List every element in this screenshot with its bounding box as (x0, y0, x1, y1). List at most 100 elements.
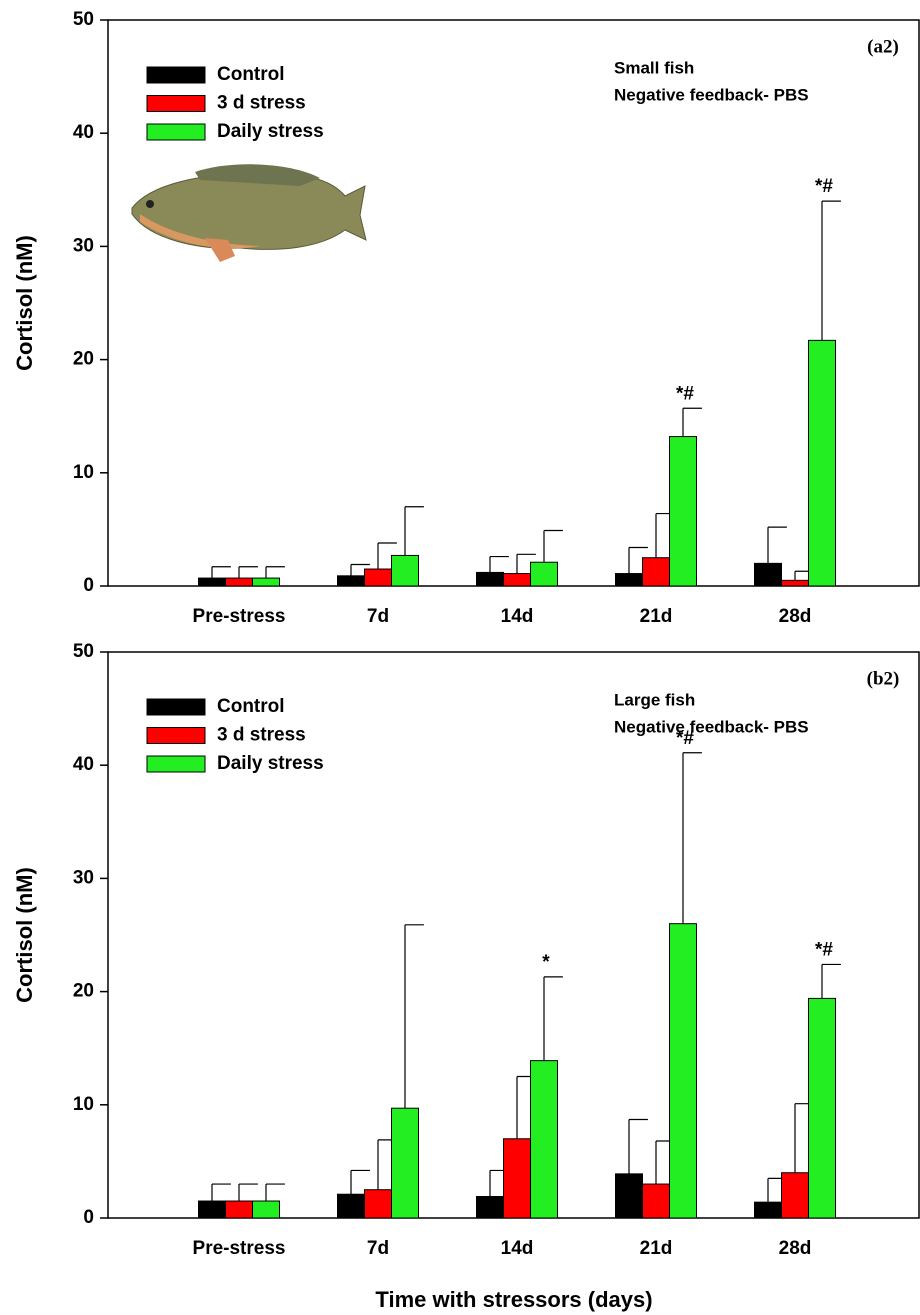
error-bar (211, 566, 231, 579)
error-bar (211, 1183, 231, 1202)
legend-label: 3 d stress (217, 725, 306, 746)
significance-label: *# (676, 728, 694, 749)
bar (364, 568, 392, 587)
y-tick-label: 50 (73, 641, 94, 662)
bar (754, 562, 782, 587)
bar (391, 554, 419, 587)
y-tick-label: 30 (73, 235, 94, 256)
bar (198, 1200, 226, 1219)
x-tick-label: 14d (501, 1238, 534, 1259)
y-tick-label: 0 (83, 575, 94, 596)
fish-illustration (131, 164, 367, 262)
bar (337, 575, 365, 587)
bar (503, 1138, 531, 1219)
x-tick-label: 28d (779, 1238, 812, 1259)
legend-swatch (146, 698, 206, 716)
panel-note: Large fish (614, 690, 695, 709)
significance-label: *# (815, 176, 833, 197)
y-tick-label: 50 (73, 9, 94, 30)
x-tick-label: Pre-stress (193, 606, 286, 627)
error-bar (489, 555, 509, 573)
panel-note: Negative feedback- PBS (614, 85, 809, 104)
bar (808, 997, 836, 1219)
bar (337, 1193, 365, 1219)
error-bar (377, 542, 397, 570)
legend-label: 3 d stress (217, 93, 306, 114)
legend-label: Control (217, 64, 285, 85)
legend-swatch (146, 727, 206, 744)
x-tick-label: 28d (779, 606, 812, 627)
error-bar (238, 1183, 258, 1202)
bar (476, 1195, 504, 1219)
error-bar (821, 200, 841, 341)
error-bar (404, 924, 424, 1109)
bar (364, 1189, 392, 1219)
y-tick-label: 30 (73, 867, 94, 888)
y-tick-label: 40 (73, 122, 94, 143)
y-tick-label: 10 (73, 462, 94, 483)
y-axis-label: Cortisol (nM) (12, 235, 37, 371)
y-axis-label: Cortisol (nM) (12, 867, 37, 1003)
error-bar (543, 976, 563, 1061)
x-tick-label: 14d (501, 606, 534, 627)
significance-label: * (542, 952, 550, 973)
significance-label: *# (676, 383, 694, 404)
bar (669, 436, 697, 587)
legend-label: Control (217, 696, 285, 717)
legend-swatch (146, 95, 206, 112)
error-bar (350, 1169, 370, 1195)
legend-swatch (146, 123, 206, 141)
bar (754, 1201, 782, 1219)
bar (476, 571, 504, 587)
bar (615, 573, 643, 587)
bar (225, 577, 253, 587)
x-tick-label: 21d (640, 606, 673, 627)
error-bar (682, 752, 702, 924)
legend-label: Daily stress (217, 121, 324, 142)
bar (530, 561, 558, 587)
y-tick-label: 20 (73, 349, 94, 370)
bar (615, 1173, 643, 1219)
error-bar (543, 529, 563, 563)
panel-note: Negative feedback- PBS (614, 717, 809, 736)
panel-note: Small fish (614, 58, 694, 77)
y-tick-label: 40 (73, 754, 94, 775)
bar (781, 1172, 809, 1219)
error-bar (265, 566, 285, 579)
bar (252, 577, 280, 587)
y-tick-label: 0 (83, 1207, 94, 1228)
error-bar (238, 566, 258, 579)
x-tick-label: 21d (640, 1238, 673, 1259)
error-bar (628, 546, 648, 574)
bar (503, 573, 531, 587)
legend-swatch (146, 755, 206, 773)
error-bar (404, 506, 424, 556)
error-bar (350, 563, 370, 576)
y-tick-label: 10 (73, 1094, 94, 1115)
x-tick-label: 7d (367, 1238, 389, 1259)
bar (781, 579, 809, 587)
error-bar (628, 1118, 648, 1174)
bar (642, 557, 670, 587)
legend-label: Daily stress (217, 753, 324, 774)
y-tick-label: 20 (73, 981, 94, 1002)
error-bar (821, 963, 841, 999)
bar (391, 1107, 419, 1219)
bar (642, 1183, 670, 1219)
bar (198, 577, 226, 587)
bar (252, 1200, 280, 1219)
x-tick-label: 7d (367, 606, 389, 627)
bar (808, 339, 836, 587)
error-bar (516, 553, 536, 574)
error-bar (767, 526, 787, 564)
significance-label: *# (815, 939, 833, 960)
x-axis-label: Time with stressors (days) (375, 1287, 652, 1312)
x-tick-label: Pre-stress (193, 1238, 286, 1259)
panel-label: (b2) (867, 668, 900, 689)
error-bar (682, 407, 702, 437)
panel-label: (a2) (867, 36, 899, 57)
legend-swatch (146, 66, 206, 84)
bar (669, 923, 697, 1219)
error-bar (265, 1183, 285, 1202)
